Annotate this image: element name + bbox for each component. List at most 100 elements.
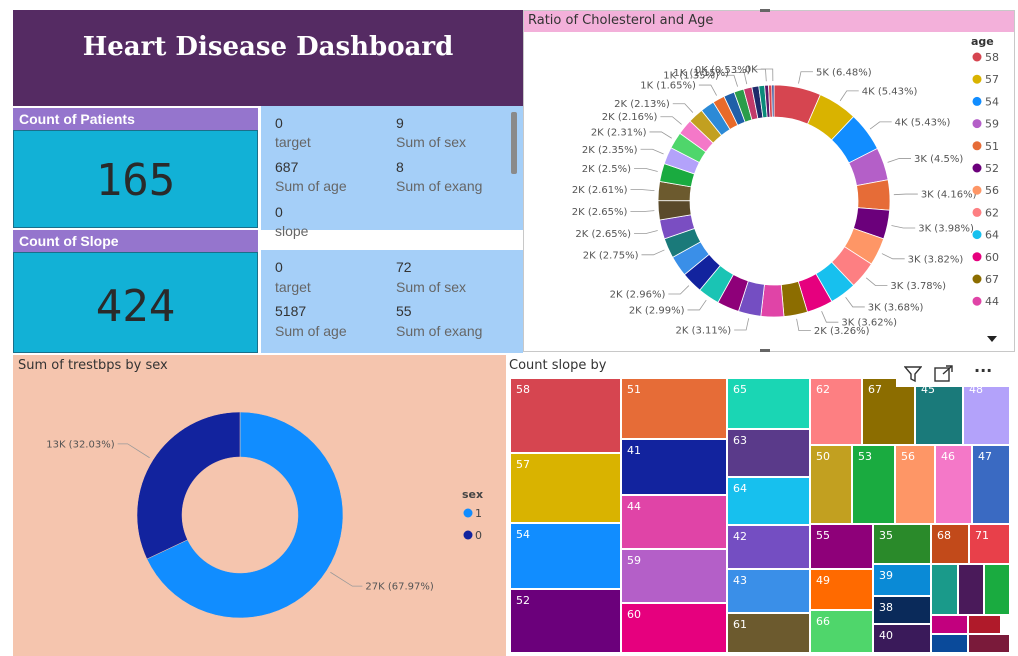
slice-leader-line <box>721 74 738 87</box>
legend-item-label[interactable]: 52 <box>985 162 999 175</box>
multi-row-card-2[interactable]: 0 target 72 Sum of sex 5187 Sum of age 5… <box>261 250 523 353</box>
legend-item-label[interactable]: 57 <box>985 73 999 86</box>
legend-marker <box>972 163 982 173</box>
cholesterol-age-visual[interactable]: Ratio of Cholesterol and Age 5K (6.48%) 4… <box>523 9 1015 352</box>
treemap-cell-label: 62 <box>816 383 830 396</box>
count-slope-treemap-visual[interactable]: Count slope by 58 57 54 52 51 41 44 59 60 65 63 64 4… <box>506 355 1016 656</box>
donut-slice-sex-0[interactable] <box>136 411 241 560</box>
slice-data-label: 2K (2.65%) <box>575 229 631 240</box>
focus-mode-icon[interactable] <box>934 365 954 383</box>
treemap-cell[interactable]: 49 <box>810 569 873 610</box>
card1-scrollbar[interactable] <box>511 112 517 174</box>
treemap-cell[interactable]: 54 <box>510 523 621 589</box>
treemap-cell[interactable]: 40 <box>873 624 931 653</box>
treemap-cell[interactable]: 46 <box>935 445 972 524</box>
treemap-cell-label: 38 <box>879 601 893 614</box>
slice-leader-line <box>845 297 865 308</box>
treemap-cell-label: 59 <box>627 554 641 567</box>
treemap-cell[interactable]: 44 <box>621 495 727 549</box>
treemap-cell-label: 55 <box>816 529 830 542</box>
resize-handle-top[interactable] <box>760 9 770 12</box>
legend-scroll-down-icon[interactable] <box>987 336 997 342</box>
slice-data-label: 13K (32.03%) <box>46 439 114 450</box>
treemap-cell[interactable] <box>931 634 968 653</box>
treemap-cell[interactable]: 67 <box>862 378 915 445</box>
treemap-cell[interactable]: 45 <box>915 378 963 445</box>
treemap-cell[interactable]: 58 <box>510 378 621 453</box>
treemap-cell[interactable]: 41 <box>621 439 727 495</box>
legend-item-label[interactable]: 44 <box>985 295 999 308</box>
treemap-cell[interactable] <box>931 564 958 615</box>
legend-item-label[interactable]: 51 <box>985 140 999 153</box>
treemap-cell[interactable]: 62 <box>810 378 862 445</box>
treemap-cell[interactable]: 57 <box>510 453 621 523</box>
treemap-cell-label: 61 <box>733 618 747 631</box>
slice-data-label: 1K (1.35%) <box>663 71 719 82</box>
slice-leader-line <box>798 71 813 84</box>
legend-marker <box>972 207 982 217</box>
kpi-patients-card[interactable]: 165 <box>13 130 258 228</box>
slice-leader-line <box>760 68 774 82</box>
treemap-cell[interactable]: 38 <box>873 596 931 624</box>
treemap-cell[interactable]: 68 <box>931 524 969 564</box>
treemap-cell[interactable]: 51 <box>621 378 727 439</box>
legend-item-label[interactable]: 1 <box>475 507 482 520</box>
treemap-cell[interactable]: 61 <box>727 613 810 653</box>
slice-leader-line <box>732 72 748 85</box>
treemap-cell[interactable]: 48 <box>963 378 1010 445</box>
slice-data-label: 27K (67.97%) <box>365 582 433 593</box>
treemap-cell[interactable] <box>931 615 968 634</box>
more-options-icon[interactable]: ··· <box>974 361 993 380</box>
filter-icon[interactable] <box>904 365 922 383</box>
kpi-slope-card[interactable]: 424 <box>13 252 258 353</box>
treemap-cell-label: 54 <box>516 528 530 541</box>
treemap-cell[interactable]: 63 <box>727 429 810 477</box>
card2-sex-label: Sum of sex <box>396 279 467 295</box>
treemap-cell[interactable]: 64 <box>727 477 810 525</box>
treemap-cell[interactable]: 52 <box>510 589 621 653</box>
treemap-cell[interactable]: 55 <box>810 524 873 569</box>
kpi-patients-label: Count of Patients <box>13 108 258 130</box>
treemap-cell[interactable]: 42 <box>727 525 810 569</box>
legend-item-label[interactable]: 60 <box>985 251 999 264</box>
legend-item-label[interactable]: 62 <box>985 206 999 219</box>
trestbps-sex-visual[interactable]: Sum of trestbps by sex 27K (67.97%) 13K (… <box>13 355 506 656</box>
treemap-cell[interactable]: 59 <box>621 549 727 603</box>
legend-item-label[interactable]: 67 <box>985 273 999 286</box>
resize-handle-bottom[interactable] <box>760 349 770 352</box>
slice-data-label: 0K (0.53%) <box>695 65 751 76</box>
legend-item-label[interactable]: 56 <box>985 184 999 197</box>
card1-target-label: target <box>275 134 311 150</box>
legend-item-label[interactable]: 58 <box>985 51 999 64</box>
multi-row-card-1[interactable]: 0 target 9 Sum of sex 687 Sum of age 8 S… <box>261 106 523 239</box>
treemap-cell[interactable]: 56 <box>895 445 935 524</box>
card2-target-value: 0 <box>275 259 283 275</box>
treemap-cell[interactable]: 66 <box>810 610 873 653</box>
treemap-cell[interactable]: 35 <box>873 524 931 564</box>
treemap-cell[interactable] <box>968 615 1001 634</box>
donut-slice[interactable] <box>856 179 891 211</box>
treemap-cell[interactable] <box>984 564 1010 615</box>
kpi-patients-value: 165 <box>95 155 176 206</box>
card2-exang-value: 55 <box>396 303 412 319</box>
treemap-cell[interactable] <box>968 634 1010 653</box>
legend-marker <box>972 252 982 262</box>
treemap-cell[interactable]: 50 <box>810 445 852 524</box>
slice-leader-line <box>330 571 363 587</box>
treemap-cell-label: 52 <box>516 594 530 607</box>
donut-slice[interactable] <box>771 84 775 118</box>
legend-item-label[interactable]: 0 <box>475 529 482 542</box>
treemap-cell[interactable]: 39 <box>873 564 931 596</box>
donut-slice-sex-1[interactable] <box>146 411 344 619</box>
treemap-cell[interactable]: 43 <box>727 569 810 613</box>
legend-item-label[interactable]: 54 <box>985 95 999 108</box>
treemap-cell[interactable]: 53 <box>852 445 895 524</box>
legend-item-label[interactable]: 59 <box>985 118 999 131</box>
treemap-cell[interactable]: 71 <box>969 524 1010 564</box>
treemap-cell[interactable] <box>958 564 984 615</box>
treemap-cell[interactable]: 65 <box>727 378 810 429</box>
slice-data-label: 1K (1.65%) <box>640 81 696 92</box>
treemap-cell[interactable]: 47 <box>972 445 1010 524</box>
treemap-cell[interactable]: 60 <box>621 603 727 653</box>
legend-item-label[interactable]: 64 <box>985 229 999 242</box>
